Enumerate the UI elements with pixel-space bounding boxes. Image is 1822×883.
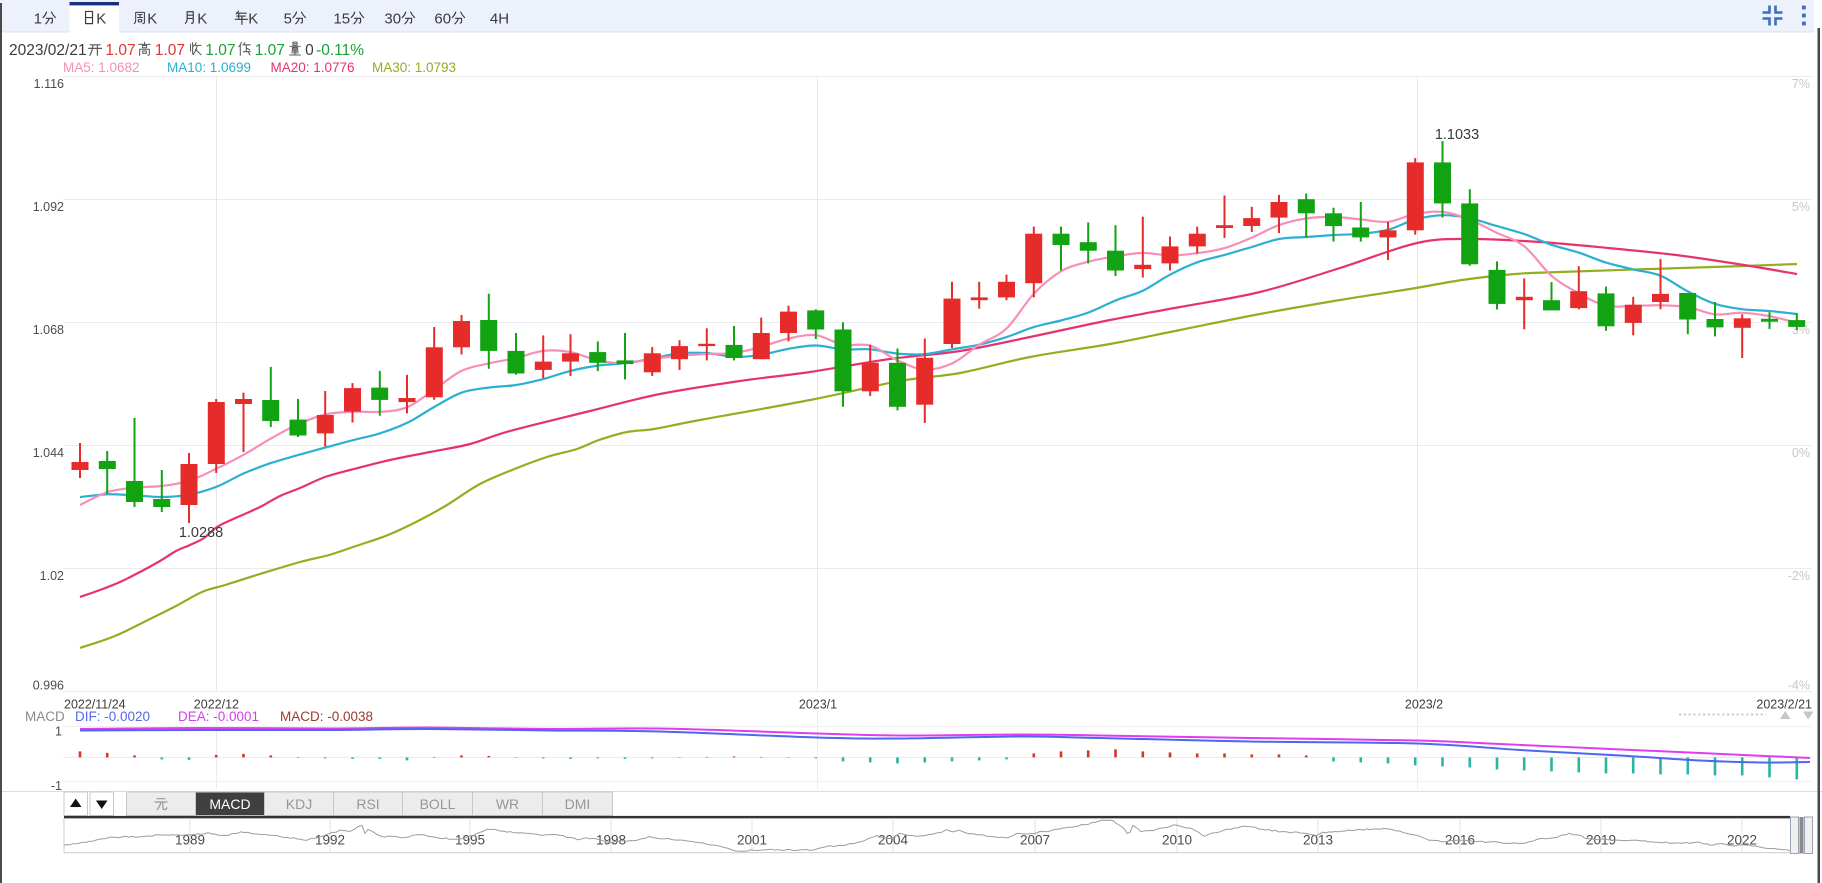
- svg-text:2019: 2019: [1586, 833, 1616, 848]
- svg-text:4H: 4H: [490, 11, 509, 28]
- svg-text:K: K: [248, 11, 258, 28]
- svg-text:DIF: -0.0020: DIF: -0.0020: [75, 709, 150, 724]
- svg-text:BOLL: BOLL: [420, 796, 456, 812]
- svg-text:K: K: [96, 11, 106, 28]
- svg-text:MA30: 1.0793: MA30: 1.0793: [372, 60, 456, 75]
- svg-text:5: 5: [284, 11, 292, 28]
- svg-text:-0.11%: -0.11%: [316, 42, 364, 59]
- svg-text:2023/2/21: 2023/2/21: [1756, 698, 1812, 712]
- svg-text:2023/2: 2023/2: [1405, 698, 1443, 712]
- svg-text:0%: 0%: [1792, 446, 1810, 460]
- svg-text:30: 30: [384, 11, 401, 28]
- svg-text:60: 60: [434, 11, 451, 28]
- svg-text:-1: -1: [51, 779, 62, 793]
- svg-text:1.068: 1.068: [33, 323, 64, 337]
- svg-text:2022: 2022: [1727, 833, 1757, 848]
- svg-text:1.116: 1.116: [34, 77, 64, 91]
- svg-text:DMI: DMI: [565, 796, 591, 812]
- svg-text:MACD: -0.0038: MACD: -0.0038: [280, 709, 373, 724]
- svg-text:2010: 2010: [1162, 833, 1192, 848]
- svg-text:MACD: MACD: [209, 796, 250, 812]
- svg-text:2004: 2004: [878, 833, 909, 848]
- svg-text:15: 15: [333, 11, 350, 28]
- svg-text:1: 1: [55, 725, 62, 739]
- svg-text:1998: 1998: [596, 833, 626, 848]
- svg-text:RSI: RSI: [356, 796, 379, 812]
- svg-text:1.07: 1.07: [205, 42, 235, 59]
- svg-text:2023/1: 2023/1: [799, 698, 837, 712]
- svg-text:1.1033: 1.1033: [1435, 127, 1479, 143]
- svg-text:KDJ: KDJ: [286, 796, 312, 812]
- svg-text:1.044: 1.044: [33, 446, 64, 460]
- svg-text:0.996: 0.996: [33, 679, 64, 693]
- svg-text:1: 1: [34, 11, 42, 28]
- svg-text:1995: 1995: [455, 833, 485, 848]
- svg-text:1.02: 1.02: [40, 569, 64, 583]
- svg-text:MA10: 1.0699: MA10: 1.0699: [167, 60, 251, 75]
- svg-text:2007: 2007: [1020, 833, 1050, 848]
- svg-text:1989: 1989: [175, 833, 205, 848]
- svg-text:MACD: MACD: [25, 709, 65, 724]
- svg-text:-4%: -4%: [1788, 679, 1810, 693]
- svg-text:2022/11/24: 2022/11/24: [64, 698, 126, 712]
- svg-text:2001: 2001: [737, 833, 767, 848]
- svg-text:1.07: 1.07: [255, 42, 285, 59]
- svg-text:2013: 2013: [1303, 833, 1333, 848]
- svg-text:MA20: 1.0776: MA20: 1.0776: [271, 60, 355, 75]
- svg-text:MA5: 1.0682: MA5: 1.0682: [63, 60, 140, 75]
- svg-text:2022/12: 2022/12: [194, 698, 239, 712]
- svg-text:1.07: 1.07: [105, 42, 135, 59]
- svg-text:2023/02/21: 2023/02/21: [9, 42, 87, 59]
- svg-text:1.0288: 1.0288: [179, 525, 223, 541]
- svg-text:7%: 7%: [1792, 77, 1810, 91]
- svg-text:-2%: -2%: [1788, 569, 1810, 583]
- svg-text:1992: 1992: [315, 833, 345, 848]
- svg-text:DEA: -0.0001: DEA: -0.0001: [178, 709, 259, 724]
- svg-text:1.092: 1.092: [33, 200, 64, 214]
- svg-text:5%: 5%: [1792, 200, 1810, 214]
- svg-text:WR: WR: [496, 796, 519, 812]
- svg-text:0: 0: [305, 42, 314, 59]
- svg-text:K: K: [197, 11, 207, 28]
- svg-text:1.07: 1.07: [155, 42, 185, 59]
- svg-text:K: K: [147, 11, 157, 28]
